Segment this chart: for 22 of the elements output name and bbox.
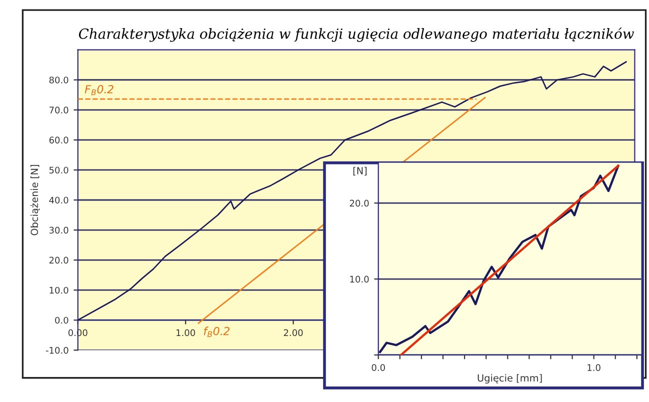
y-tick-label: 20.0 xyxy=(49,256,68,264)
line-series xyxy=(78,61,627,321)
y-tick-label: 40.0 xyxy=(49,196,68,204)
y-tick-label: 80.0 xyxy=(49,76,68,84)
y-tick-label: 10.0 xyxy=(350,276,369,283)
y-tick-label: -10.0 xyxy=(46,346,68,354)
y-tick-label: 50.0 xyxy=(49,166,68,174)
annotation: f$_{B}$0.2 xyxy=(204,326,230,337)
x-tick-label: 1.0 xyxy=(588,364,600,371)
chart-title: Charakterystyka obciążenia w funkcji ugięcia odlewanego materiału łączników xyxy=(78,28,634,42)
y-tick-label: 60.0 xyxy=(49,136,68,144)
y-tick-label: 0.0 xyxy=(55,316,68,324)
x-axis-title: Ugięcie [mm] xyxy=(478,374,542,384)
annotation: F$_{B}$0.2 xyxy=(84,85,114,96)
y-tick-label: 70.0 xyxy=(49,106,68,114)
y-tick-label: 20.0 xyxy=(350,200,369,207)
x-tick-label: 1.00 xyxy=(176,329,196,336)
y-axis-title: Obciążenie [N] xyxy=(30,164,40,236)
x-tick-label: 2.00 xyxy=(284,329,303,336)
y-tick-label: 10.0 xyxy=(50,286,68,294)
y-axis-title: [N] xyxy=(353,166,367,176)
y-tick-label: 30.0 xyxy=(49,226,68,234)
